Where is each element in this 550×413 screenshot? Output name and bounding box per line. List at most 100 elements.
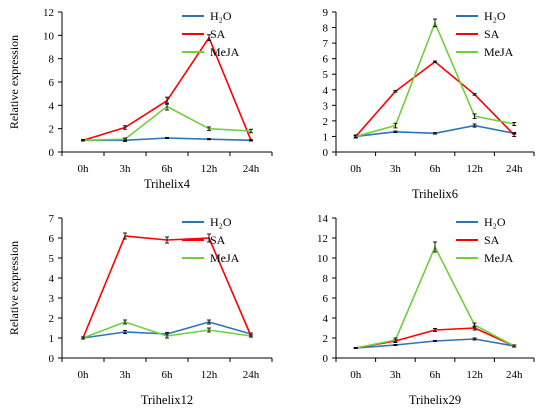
x-tick-label: 3h bbox=[390, 163, 402, 175]
data-point-error-bar bbox=[472, 322, 477, 328]
y-tick-label: 3 bbox=[49, 293, 55, 305]
x-tick-label: 12h bbox=[201, 163, 218, 175]
data-point-error-bar bbox=[81, 336, 85, 340]
x-tick-label: 24h bbox=[243, 163, 260, 175]
y-tick-label: 4 bbox=[49, 100, 55, 112]
data-point-error-bar bbox=[207, 34, 211, 42]
y-tick-label: 2 bbox=[49, 313, 55, 325]
data-point-error-bar bbox=[165, 333, 169, 339]
data-point-error-bar bbox=[393, 122, 398, 129]
data-point-error-bar bbox=[249, 334, 253, 338]
y-tick-label: 0 bbox=[323, 353, 329, 365]
y-tick-label: 9 bbox=[323, 7, 329, 19]
legend-label: SA bbox=[210, 233, 226, 247]
x-tick-label: 12h bbox=[466, 163, 483, 175]
data-point-error-bar bbox=[123, 232, 127, 240]
y-tick-label: 8 bbox=[49, 54, 55, 66]
y-tick-label: 12 bbox=[43, 7, 54, 19]
chart-title: Trihelix12 bbox=[141, 393, 193, 407]
data-point-error-bar bbox=[207, 138, 211, 141]
legend-label: MeJA bbox=[484, 251, 514, 265]
data-point-error-bar bbox=[123, 137, 127, 141]
data-point-error-bar bbox=[472, 113, 477, 120]
x-tick-label: 6h bbox=[430, 369, 442, 381]
y-tick-label: 14 bbox=[317, 213, 329, 225]
y-tick-label: 6 bbox=[323, 293, 329, 305]
y-tick-label: 5 bbox=[323, 69, 329, 81]
data-point-error-bar bbox=[472, 337, 477, 341]
x-tick-label: 0h bbox=[78, 163, 90, 175]
series-line bbox=[82, 105, 252, 142]
series-2 bbox=[353, 60, 517, 138]
data-point-error-bar bbox=[433, 18, 437, 28]
y-tick-label: 6 bbox=[49, 77, 55, 89]
x-tick-label: 3h bbox=[390, 369, 402, 381]
x-tick-label: 0h bbox=[350, 369, 362, 381]
legend-label: SA bbox=[484, 27, 500, 41]
series-3 bbox=[81, 319, 253, 340]
y-tick-label: 4 bbox=[323, 85, 329, 97]
series-line bbox=[355, 60, 515, 137]
data-point-error-bar bbox=[433, 132, 437, 135]
data-point-error-bar bbox=[393, 90, 398, 93]
chart-title: Trihelix29 bbox=[409, 393, 461, 407]
data-point-error-bar bbox=[393, 130, 398, 134]
y-tick-label: 0 bbox=[323, 147, 329, 159]
data-point-error-bar bbox=[207, 233, 211, 243]
y-tick-label: 0 bbox=[49, 353, 55, 365]
data-point-error-bar bbox=[353, 347, 358, 349]
chart-panel-1: 0 2 4 6 8 10 12 0h 3h 6h 12h 24h Relative expression… bbox=[7, 7, 273, 191]
chart-title: Trihelix6 bbox=[412, 187, 458, 201]
y-axis-title: Relative expression bbox=[7, 241, 21, 335]
data-point-error-bar bbox=[512, 344, 517, 348]
data-point-error-bar bbox=[207, 319, 211, 325]
x-tick-label: 24h bbox=[506, 369, 523, 381]
y-tick-label: 8 bbox=[323, 23, 329, 35]
series-3 bbox=[353, 241, 517, 349]
y-tick-label: 3 bbox=[323, 100, 329, 112]
y-tick-label: 5 bbox=[49, 253, 55, 265]
y-tick-label: 6 bbox=[49, 233, 55, 245]
y-tick-label: 1 bbox=[49, 333, 55, 345]
chart-panel-3: 0 1 2 3 4 5 6 7 0h 3h 6h 12h 24h Relative expression T… bbox=[7, 213, 273, 407]
x-tick-label: 12h bbox=[201, 369, 218, 381]
y-tick-label: 2 bbox=[323, 333, 329, 345]
data-point-error-bar bbox=[249, 128, 253, 134]
y-tick-label: 0 bbox=[49, 147, 55, 159]
data-point-error-bar bbox=[393, 344, 398, 346]
data-point-error-bar bbox=[165, 102, 169, 111]
data-point-error-bar bbox=[433, 60, 437, 64]
data-point-error-bar bbox=[472, 123, 477, 128]
chart-panel-4: 0 2 4 6 8 10 12 14 0h 3h 6h 12h 24h Trihelix29 H₂O SA Me… bbox=[317, 213, 535, 407]
legend-label: H₂O bbox=[484, 9, 506, 23]
x-tick-label: 12h bbox=[466, 369, 483, 381]
legend-label: SA bbox=[210, 27, 226, 41]
x-tick-label: 24h bbox=[243, 369, 260, 381]
data-point-error-bar bbox=[165, 136, 169, 140]
data-point-error-bar bbox=[123, 329, 127, 335]
y-tick-label: 2 bbox=[323, 116, 329, 128]
x-tick-label: 6h bbox=[162, 369, 174, 381]
legend-label: H₂O bbox=[210, 9, 232, 23]
chart-title: Trihelix4 bbox=[144, 177, 191, 191]
series-2 bbox=[81, 232, 253, 340]
legend-label: MeJA bbox=[210, 45, 240, 59]
series-2 bbox=[81, 34, 253, 142]
x-tick-label: 3h bbox=[120, 369, 132, 381]
legend-label: MeJA bbox=[484, 45, 514, 59]
data-point-error-bar bbox=[353, 134, 358, 139]
data-point-error-bar bbox=[472, 93, 477, 96]
y-tick-label: 10 bbox=[317, 253, 329, 265]
legend-label: MeJA bbox=[210, 251, 240, 265]
x-tick-label: 0h bbox=[78, 369, 90, 381]
chart-panel-2: 0 1 2 3 4 5 6 7 8 9 0h 3h 6h 12h 24h Trihelix6 H₂O SA MeJA bbox=[323, 7, 535, 201]
series-line bbox=[355, 124, 515, 138]
y-tick-label: 12 bbox=[317, 233, 328, 245]
series-2 bbox=[353, 325, 517, 349]
legend-label: H₂O bbox=[210, 215, 232, 229]
y-tick-label: 7 bbox=[323, 38, 329, 50]
data-point-error-bar bbox=[512, 132, 517, 137]
data-point-error-bar bbox=[207, 327, 211, 333]
y-axis-title: Relative expression bbox=[7, 35, 21, 129]
legend-label: SA bbox=[484, 233, 500, 247]
